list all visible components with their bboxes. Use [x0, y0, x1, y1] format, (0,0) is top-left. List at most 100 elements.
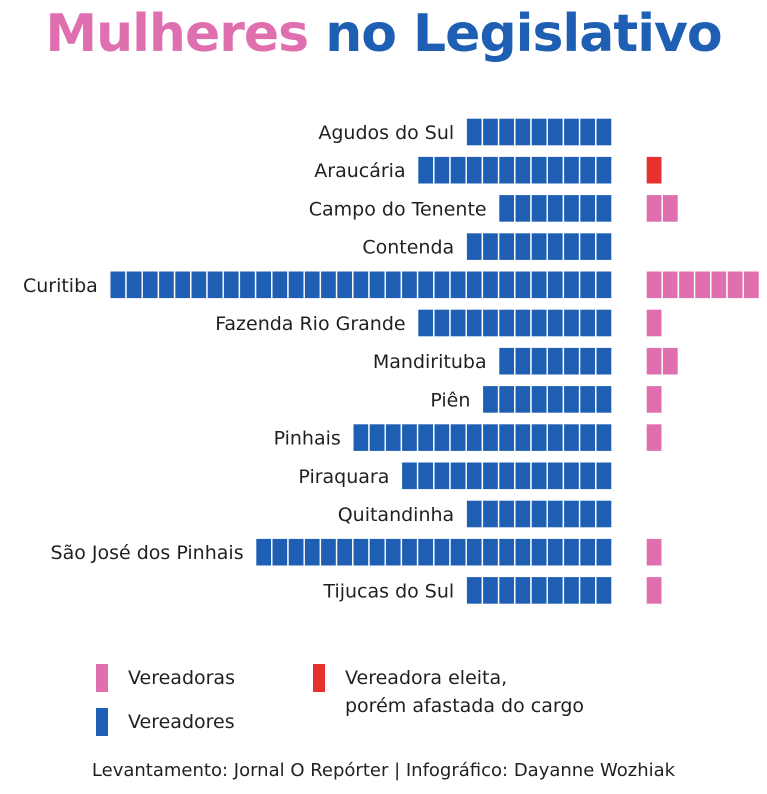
vereador-unit — [546, 422, 565, 453]
vereador-unit — [109, 270, 127, 300]
vereador-unit — [497, 346, 516, 376]
vereador-unit — [514, 270, 532, 300]
vereador-unit — [514, 537, 532, 567]
vereador-unit — [416, 270, 435, 300]
vereador-unit — [514, 231, 532, 262]
vereador-unit — [465, 422, 484, 453]
vereador-unit — [303, 537, 322, 567]
vereador-unit — [562, 231, 581, 262]
vereador-unit — [271, 537, 289, 567]
vereadora-unit — [677, 270, 696, 300]
vereador-unit — [578, 117, 597, 147]
vereador-unit — [465, 155, 484, 185]
vereador-unit — [384, 537, 403, 567]
vereador-unit — [400, 461, 419, 491]
vereador-unit — [530, 270, 548, 300]
vereador-unit — [465, 537, 484, 567]
legend-label-vereadores: Vereadores — [128, 711, 235, 733]
vereador-unit — [481, 384, 500, 415]
vereador-unit — [530, 193, 548, 224]
vereador-unit — [514, 384, 532, 415]
title-part-legislativo: no Legislativo — [325, 4, 722, 64]
vereador-unit — [546, 499, 565, 529]
vereador-unit — [595, 270, 613, 300]
vereadora-afastada-unit — [645, 155, 663, 185]
vereador-unit — [173, 270, 192, 300]
vereador-unit — [562, 346, 581, 376]
vereador-unit — [562, 384, 581, 415]
vereador-unit — [546, 575, 565, 606]
vereador-unit — [562, 117, 581, 147]
vereador-unit — [287, 270, 305, 300]
vereador-unit — [530, 155, 548, 185]
waffle-bar-chart: Agudos do Sul Araucária Campo do Tenente Co… — [23, 117, 761, 606]
title-part-mulheres: Mulheres — [45, 4, 309, 64]
vereador-unit — [595, 422, 613, 453]
vereador-unit — [400, 270, 419, 300]
category-label: Pinhais — [274, 428, 341, 450]
vereador-unit — [578, 155, 597, 185]
vereador-unit — [465, 231, 484, 262]
vereador-unit — [530, 384, 548, 415]
vereador-unit — [449, 270, 467, 300]
vereador-unit — [206, 270, 224, 300]
vereador-unit — [319, 537, 338, 567]
vereador-unit — [416, 537, 435, 567]
vereador-unit — [546, 117, 565, 147]
vereador-unit — [562, 193, 581, 224]
vereadora-unit — [693, 270, 712, 300]
vereador-unit — [562, 575, 581, 606]
vereador-unit — [562, 461, 581, 491]
vereador-unit — [514, 422, 532, 453]
vereador-unit — [578, 384, 597, 415]
vereador-unit — [562, 537, 581, 567]
vereador-unit — [595, 575, 613, 606]
vereador-unit — [481, 270, 500, 300]
vereador-unit — [481, 537, 500, 567]
vereador-unit — [352, 537, 370, 567]
vereador-unit — [449, 308, 467, 338]
vereadora-unit — [645, 346, 663, 376]
vereadora-unit — [645, 270, 663, 300]
vereador-unit — [546, 308, 565, 338]
vereadora-unit — [710, 270, 728, 300]
vereador-unit — [562, 308, 581, 338]
vereador-unit — [384, 422, 403, 453]
vereador-unit — [433, 537, 451, 567]
vereador-unit — [497, 117, 516, 147]
vereador-unit — [481, 575, 500, 606]
vereador-unit — [595, 346, 613, 376]
vereador-unit — [222, 270, 241, 300]
vereadora-unit — [645, 422, 663, 453]
vereador-unit — [530, 346, 548, 376]
vereador-unit — [578, 231, 597, 262]
vereador-unit — [546, 537, 565, 567]
vereadora-unit — [645, 575, 663, 606]
category-label: Araucária — [314, 160, 405, 182]
vereador-unit — [514, 346, 532, 376]
category-label: Piraquara — [298, 466, 389, 488]
vereadora-unit — [645, 537, 663, 567]
vereador-unit — [384, 270, 403, 300]
vereador-unit — [546, 155, 565, 185]
vereadora-unit — [661, 346, 680, 376]
vereador-unit — [497, 384, 516, 415]
vereador-unit — [578, 193, 597, 224]
vereador-unit — [481, 117, 500, 147]
vereador-unit — [352, 422, 370, 453]
vereador-unit — [303, 270, 322, 300]
vereador-unit — [514, 461, 532, 491]
legend-swatch-red — [313, 664, 325, 692]
vereador-unit — [497, 422, 516, 453]
vereador-unit — [319, 270, 338, 300]
vereador-unit — [238, 270, 257, 300]
vereador-unit — [530, 499, 548, 529]
vereadora-unit — [645, 308, 663, 338]
vereador-unit — [481, 499, 500, 529]
vereador-unit — [546, 346, 565, 376]
vereador-unit — [157, 270, 176, 300]
vereador-unit — [546, 193, 565, 224]
vereadora-unit — [645, 384, 663, 415]
vereador-unit — [416, 155, 435, 185]
vereador-unit — [530, 537, 548, 567]
